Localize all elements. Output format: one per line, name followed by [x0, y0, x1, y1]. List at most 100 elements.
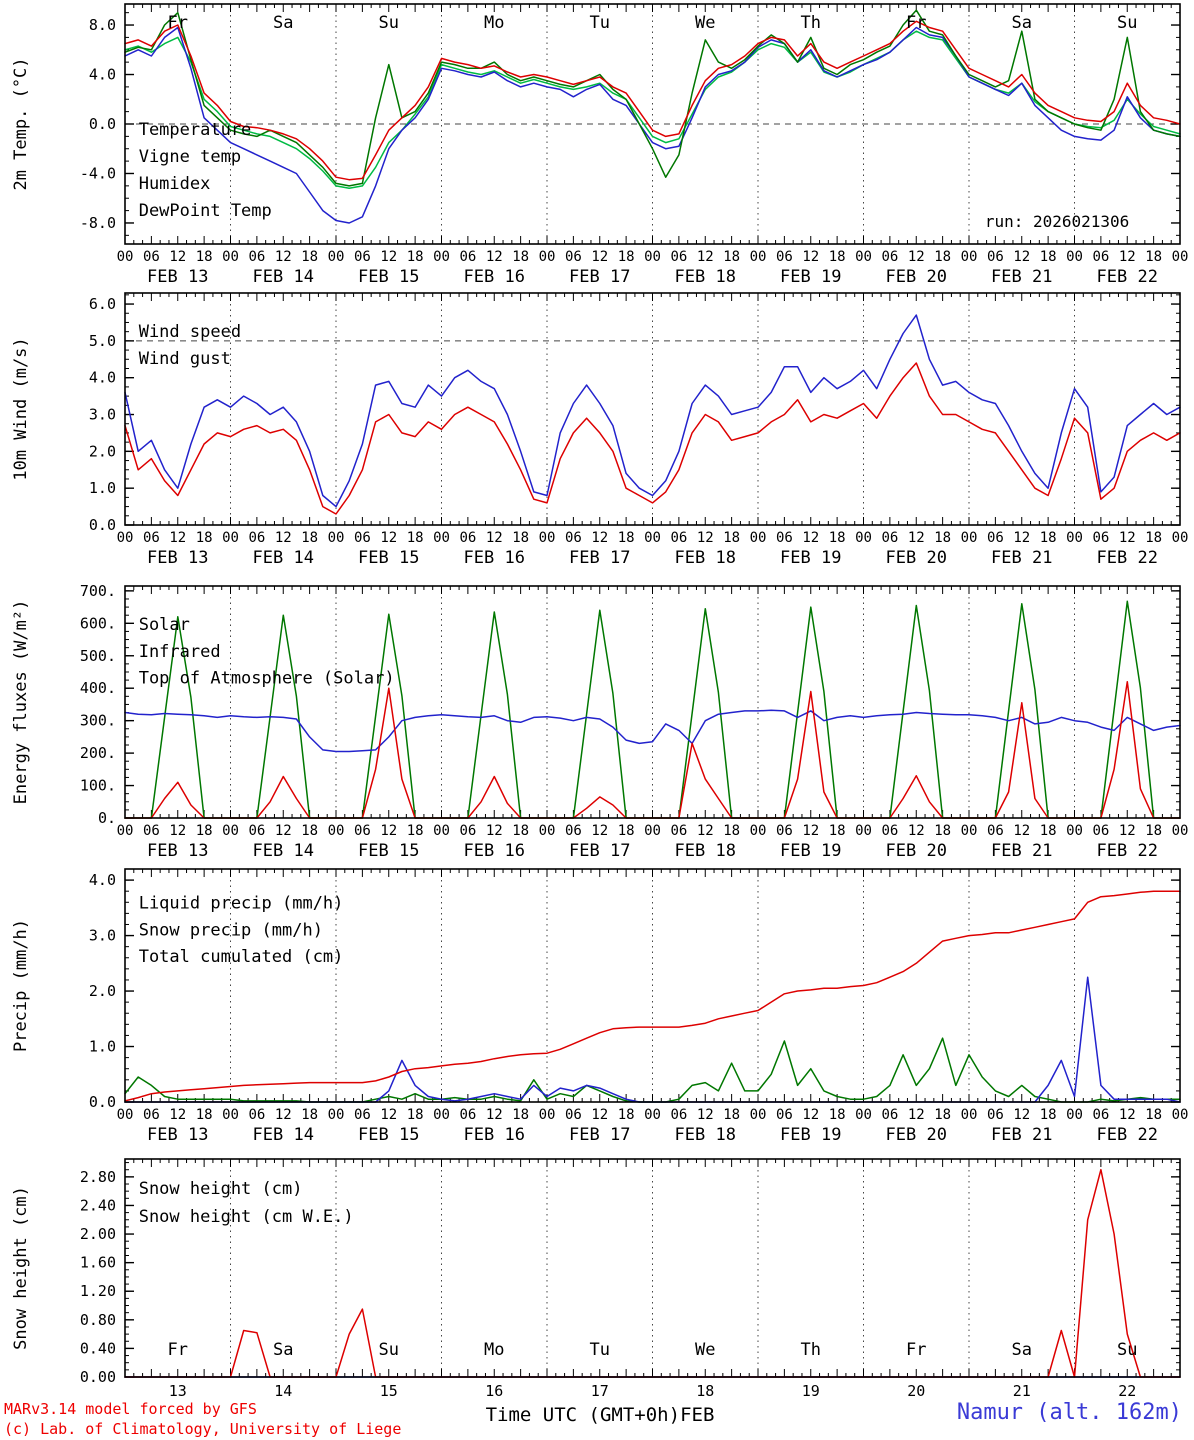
svg-text:2.0: 2.0: [89, 442, 116, 460]
hour-tick-label: 00: [855, 1107, 872, 1123]
wind-legend-0: Wind speed: [139, 322, 241, 342]
hour-tick-label: 06: [565, 530, 582, 546]
hour-tick-label: 06: [987, 249, 1004, 265]
weekday-label: We: [695, 1340, 715, 1360]
hour-tick-label: 00: [328, 823, 345, 839]
hour-tick-label: 06: [565, 1107, 582, 1123]
day-number-label: 19: [802, 1382, 820, 1400]
hour-tick-label: 18: [829, 530, 846, 546]
hour-tick-label: 00: [539, 249, 556, 265]
hour-tick-label: 12: [169, 823, 186, 839]
wind-frame: [124, 292, 1181, 526]
date-label: FEB 20: [886, 841, 947, 861]
temp-legend-0: Temperature: [139, 120, 252, 140]
weekday-label: Th: [801, 13, 821, 33]
precip-ylabel: Precip (mm/h): [11, 919, 31, 1052]
date-label: FEB 17: [569, 548, 630, 568]
svg-text:2.0: 2.0: [89, 982, 116, 1000]
hour-tick-label: 06: [776, 823, 793, 839]
temp-panel: 8.0 4.0 0.0 -4.0 -8.0 2m Temp. (°C) Temperatur…: [11, 3, 1188, 287]
hour-tick-label: 00: [1066, 823, 1083, 839]
svg-text:200.: 200.: [80, 744, 116, 762]
hour-tick-label: 18: [723, 530, 740, 546]
svg-text:5.0: 5.0: [89, 332, 116, 350]
energy-ylabel: Energy fluxes (W/m²): [11, 600, 31, 805]
temp-series-temperature: [124, 20, 1181, 181]
hour-tick-label: 00: [433, 249, 450, 265]
energy-legend-0: Solar: [139, 615, 190, 635]
hour-tick-label: 00: [539, 1107, 556, 1123]
weekday-label: Fr: [168, 13, 188, 33]
model-credit-line1: MARv3.14 model forced by GFS: [4, 1400, 257, 1418]
hour-tick-label: 00: [644, 1107, 661, 1123]
hour-tick-label: 06: [248, 530, 265, 546]
temp-legend-3: DewPoint Temp: [139, 201, 272, 221]
time-axis-title-text: Time UTC (GMT+0h): [485, 1404, 681, 1426]
weekday-label: Tu: [590, 1340, 610, 1360]
wind-series-wind-speed: [124, 362, 1181, 515]
hour-tick-label: 12: [275, 1107, 292, 1123]
hour-tick-label: 00: [117, 530, 134, 546]
date-label: FEB 13: [147, 267, 208, 287]
date-label: FEB 18: [675, 1125, 736, 1145]
hour-tick-label: 00: [750, 249, 767, 265]
hour-tick-label: 18: [407, 823, 424, 839]
hour-tick-label: 00: [1066, 530, 1083, 546]
weekday-label: Sa: [273, 1340, 293, 1360]
hour-tick-label: 12: [802, 1107, 819, 1123]
hour-tick-label: 06: [1092, 249, 1109, 265]
hour-tick-label: 18: [196, 530, 213, 546]
date-label: FEB 14: [253, 1125, 314, 1145]
date-label: FEB 20: [886, 548, 947, 568]
weekday-label: Sa: [1012, 1340, 1032, 1360]
precip-series-total-cumulated-cm-: [124, 890, 1181, 1102]
hour-tick-label: 18: [1040, 249, 1057, 265]
date-label: FEB 13: [147, 841, 208, 861]
hour-tick-label: 12: [169, 530, 186, 546]
weekday-label: Su: [379, 13, 399, 33]
svg-text:2.40: 2.40: [80, 1196, 116, 1214]
hour-tick-label: 12: [486, 249, 503, 265]
hour-tick-label: 12: [591, 1107, 608, 1123]
hour-tick-label: 18: [934, 249, 951, 265]
hour-tick-label: 18: [1145, 530, 1162, 546]
svg-text:2.80: 2.80: [80, 1168, 116, 1186]
hour-tick-label: 12: [908, 530, 925, 546]
svg-text:1.0: 1.0: [89, 1038, 116, 1056]
svg-text:1.60: 1.60: [80, 1254, 116, 1272]
date-label: FEB 19: [780, 1125, 841, 1145]
hour-tick-label: 12: [908, 1107, 925, 1123]
snow-legend-0: Snow height (cm): [139, 1179, 303, 1199]
svg-text:0.80: 0.80: [80, 1311, 116, 1329]
hour-tick-label: 00: [222, 823, 239, 839]
hour-tick-label: 06: [459, 823, 476, 839]
hour-tick-label: 00: [1172, 823, 1189, 839]
hour-tick-label: 00: [222, 530, 239, 546]
hour-tick-label: 12: [697, 1107, 714, 1123]
hour-tick-label: 00: [539, 530, 556, 546]
hour-tick-label: 18: [934, 530, 951, 546]
hour-tick-label: 00: [433, 530, 450, 546]
date-label: FEB 14: [253, 841, 314, 861]
svg-text:600.: 600.: [80, 614, 116, 632]
hour-tick-label: 06: [670, 530, 687, 546]
energy-legend-1: Infrared: [139, 642, 221, 662]
date-label: FEB 21: [991, 841, 1052, 861]
hour-tick-label: 00: [328, 1107, 345, 1123]
date-label: FEB 21: [991, 548, 1052, 568]
hour-tick-label: 18: [1040, 530, 1057, 546]
temp-legend-1: Vigne temp: [139, 147, 241, 167]
hour-tick-label: 18: [301, 249, 318, 265]
station-label: Namur (alt. 162m): [956, 1400, 1182, 1425]
snow-panel: 0.00 0.40 0.80 1.20 1.60 2.00 2.40 2.80 Snow hei…: [11, 1158, 1181, 1400]
day-number-label: 18: [696, 1382, 714, 1400]
hour-tick-label: 18: [829, 249, 846, 265]
hour-tick-label: 06: [987, 530, 1004, 546]
hour-tick-label: 18: [1145, 249, 1162, 265]
hour-tick-label: 18: [723, 1107, 740, 1123]
hour-tick-label: 06: [670, 1107, 687, 1123]
svg-text:400.: 400.: [80, 679, 116, 697]
hour-tick-label: 18: [301, 823, 318, 839]
hour-tick-label: 12: [1013, 249, 1030, 265]
snow-ylabel: Snow height (cm): [11, 1186, 31, 1350]
